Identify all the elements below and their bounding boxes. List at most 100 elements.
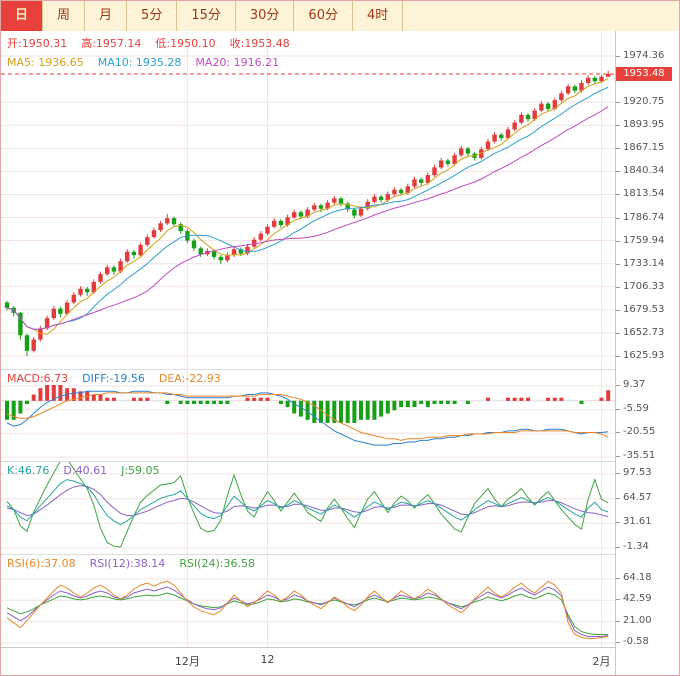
candlestick-chart-canvas <box>1 31 615 369</box>
k-line <box>6 479 609 526</box>
last-price-badge: 1953.48 <box>616 66 672 81</box>
dea-line <box>6 392 609 441</box>
axis-tickmark <box>616 56 620 57</box>
tab-5min[interactable]: 5分 <box>127 1 178 31</box>
rsi12-readout: RSI(12):38.14 <box>89 557 166 570</box>
rsi6-readout: RSI(6):37.08 <box>7 557 76 570</box>
y-axis-tick-label: -0.58 <box>623 636 649 647</box>
axis-tickmark <box>616 547 620 548</box>
x-axis-tick-label: 12月 <box>174 655 200 668</box>
ma5-line <box>6 78 609 335</box>
y-axis-tick-label: 1652.73 <box>623 326 665 338</box>
timeframe-tabbar: 日周月 5分 15分 30分 60分 4时 <box>1 1 679 32</box>
axis-tickmark <box>616 408 620 410</box>
y-axis-tick-label: 1679.53 <box>623 303 665 315</box>
y-axis-tick-label: 64.18 <box>623 572 652 583</box>
d-readout: D:40.61 <box>63 464 108 477</box>
y-axis-tick-label: 21.00 <box>623 614 652 626</box>
price-axis: 1974.36 1920.75 1893.95 1867.15 1840.34 1813.… <box>615 31 679 675</box>
y-axis-tick-label: -20.55 <box>623 426 656 438</box>
rsi-readout-row: RSI(6):37.08 RSI(12):38.14 RSI(24):36.58 <box>7 557 255 570</box>
axis-tickmark <box>616 217 620 219</box>
y-axis-tick-label: 1786.74 <box>623 211 665 223</box>
y-axis-tick-label: -5.59 <box>623 402 649 414</box>
y-axis-tick-label: 1840.34 <box>623 165 665 177</box>
rsi6-line <box>6 580 609 639</box>
ma5-readout: MA5: 1936.65 <box>7 56 84 69</box>
ma10-line <box>6 86 609 330</box>
rsi-chart-canvas <box>1 555 615 647</box>
close-readout: 收:1953.48 <box>229 37 290 50</box>
axis-tickmark <box>616 171 620 173</box>
axis-tickmark <box>616 620 620 622</box>
axis-tickmark <box>616 240 620 242</box>
low-readout: 低:1950.10 <box>155 37 216 50</box>
axis-tickmark <box>616 332 620 334</box>
j-line <box>6 462 609 548</box>
tab-4hour[interactable]: 4时 <box>353 1 404 31</box>
axis-tickmark <box>616 102 620 104</box>
tab-day[interactable]: 日 <box>1 1 44 31</box>
axis-tickmark <box>616 148 620 150</box>
ohlc-readout-row: 开:1950.31 高:1957.14 低:1950.10 收:1953.48 <box>7 35 290 51</box>
ma20-readout: MA20: 1916.21 <box>195 56 280 69</box>
y-axis-tick-label: -35.51 <box>623 450 656 461</box>
diff-line <box>6 390 609 446</box>
k-readout: K:46.76 <box>7 464 50 477</box>
kdj-chart-canvas <box>1 462 615 554</box>
tab-15min[interactable]: 15分 <box>177 1 236 31</box>
j-readout: J:59.05 <box>121 464 160 477</box>
axis-tickmark <box>616 286 620 288</box>
axis-tickmark <box>616 309 620 311</box>
axis-tickmark <box>616 385 620 386</box>
y-axis-tick-label: -1.34 <box>623 541 649 552</box>
y-axis-tick-label: 97.53 <box>623 467 652 478</box>
y-axis-tick-label: 1920.75 <box>623 96 665 108</box>
tab-month[interactable]: 月 <box>85 1 128 31</box>
tab-30min[interactable]: 30分 <box>236 1 295 31</box>
y-axis-tick-label: 31.61 <box>623 516 652 528</box>
rsi-panel <box>1 554 615 647</box>
macd-panel <box>1 369 615 461</box>
y-axis-tick-label: 1867.15 <box>623 142 665 154</box>
axis-tickmark <box>616 578 620 579</box>
axis-tickmark <box>616 522 620 524</box>
main-candlestick-panel <box>1 31 615 369</box>
axis-tickmark <box>616 497 620 499</box>
axis-tickmark <box>616 642 620 643</box>
x-axis-tick-label: 12 <box>260 653 275 666</box>
y-axis-tick-label: 1893.95 <box>623 119 665 131</box>
axis-tickmark <box>616 356 620 357</box>
axis-tickmark <box>616 194 620 196</box>
rsi24-readout: RSI(24):36.58 <box>179 557 255 570</box>
time-axis: 12月 12 2月 <box>1 647 615 672</box>
tab-week[interactable]: 周 <box>43 1 86 31</box>
axis-tickmark <box>616 599 620 601</box>
y-axis-tick-label: 1759.94 <box>623 234 665 246</box>
y-axis-tick-label: 9.37 <box>623 379 646 390</box>
axis-tickmark <box>616 473 620 474</box>
axis-tickmark <box>616 263 620 265</box>
macd-readout-row: MACD:6.73 DIFF:-19.56 DEA:-22.93 <box>7 372 221 385</box>
y-axis-tick-label: 64.57 <box>623 491 652 503</box>
y-axis-tick-label: 1706.33 <box>623 280 665 292</box>
tab-60min[interactable]: 60分 <box>294 1 353 31</box>
y-axis-tick-label: 1625.93 <box>623 350 665 361</box>
axis-tickmark <box>616 432 620 434</box>
dea-readout: DEA:-22.93 <box>158 372 221 385</box>
high-readout: 高:1957.14 <box>81 37 142 50</box>
y-axis-tick-label: 1974.36 <box>623 50 665 61</box>
diff-readout: DIFF:-19.56 <box>82 372 145 385</box>
kdj-readout-row: K:46.76 D:40.61 J:59.05 <box>7 464 160 477</box>
y-axis-tick-label: 1733.14 <box>623 257 665 269</box>
macd-chart-canvas <box>1 370 615 461</box>
kdj-panel <box>1 461 615 554</box>
open-readout: 开:1950.31 <box>7 37 68 50</box>
rsi24-line <box>6 592 609 635</box>
axis-tickmark <box>616 456 620 457</box>
y-axis-tick-label: 42.59 <box>623 593 652 605</box>
ma-readout-row: MA5: 1936.65 MA10: 1935.28 MA20: 1916.21 <box>7 56 279 69</box>
macd-readout: MACD:6.73 <box>7 372 69 385</box>
ma20-line <box>6 106 609 330</box>
axis-tickmark <box>616 125 620 127</box>
